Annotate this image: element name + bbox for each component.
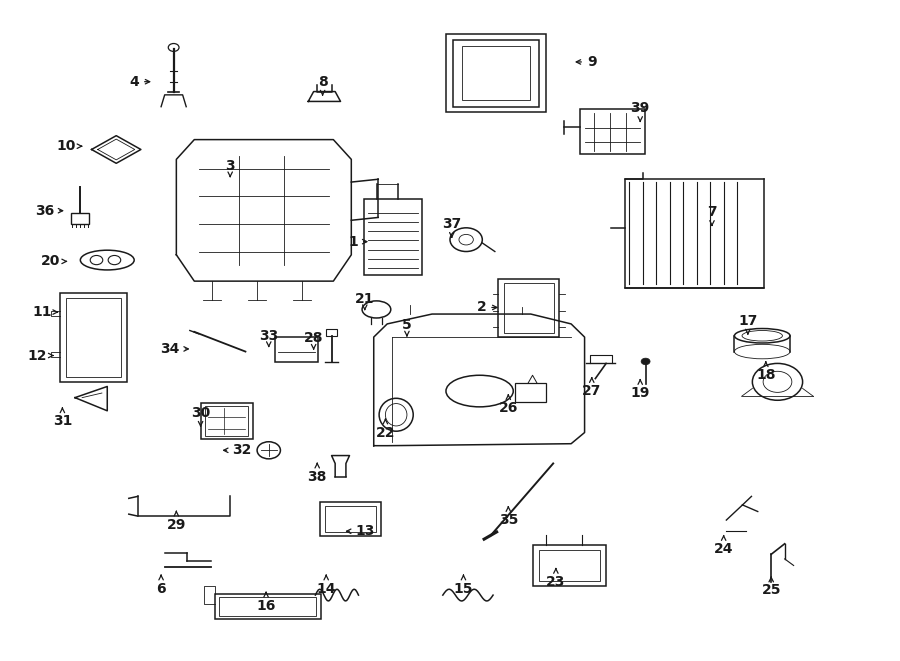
Text: 35: 35: [499, 507, 518, 527]
Text: 25: 25: [761, 577, 781, 598]
Text: 39: 39: [631, 101, 650, 121]
Bar: [533, 545, 606, 586]
Bar: [515, 383, 546, 402]
Text: 31: 31: [53, 408, 72, 428]
Bar: [71, 213, 89, 224]
Text: 14: 14: [317, 575, 336, 596]
Text: 24: 24: [714, 536, 734, 556]
Circle shape: [641, 358, 650, 365]
Bar: [325, 506, 375, 532]
Text: 26: 26: [499, 395, 518, 415]
Text: 4: 4: [130, 75, 149, 89]
Bar: [326, 329, 337, 336]
Bar: [580, 109, 644, 154]
Text: 7: 7: [707, 205, 716, 225]
Text: 6: 6: [157, 575, 166, 596]
Text: 1: 1: [348, 235, 367, 249]
Bar: [453, 40, 539, 106]
Bar: [320, 502, 381, 536]
Text: 32: 32: [223, 444, 251, 457]
Text: 37: 37: [442, 217, 462, 237]
Text: 18: 18: [756, 362, 776, 382]
Text: 22: 22: [375, 419, 395, 440]
Text: 19: 19: [631, 380, 650, 400]
Bar: [205, 407, 248, 436]
Text: 3: 3: [225, 159, 235, 176]
Bar: [462, 46, 530, 100]
Bar: [215, 594, 320, 619]
Text: 29: 29: [166, 512, 186, 531]
Text: 27: 27: [582, 378, 601, 398]
Text: 8: 8: [318, 75, 328, 95]
Text: 5: 5: [402, 318, 412, 336]
Bar: [539, 550, 599, 581]
Bar: [201, 403, 253, 439]
Text: 12: 12: [28, 348, 53, 362]
Text: 16: 16: [256, 592, 275, 613]
Text: 9: 9: [576, 55, 597, 69]
Text: 10: 10: [57, 139, 82, 153]
Text: 2: 2: [476, 301, 497, 315]
Text: 11: 11: [32, 305, 58, 319]
Text: 36: 36: [35, 204, 63, 217]
Text: 33: 33: [259, 329, 278, 346]
Bar: [446, 34, 546, 112]
Text: 28: 28: [304, 331, 323, 349]
Text: 38: 38: [308, 463, 327, 484]
Text: 15: 15: [454, 575, 473, 596]
Bar: [59, 293, 127, 382]
Bar: [220, 597, 316, 615]
Text: 21: 21: [355, 292, 374, 309]
Bar: [66, 297, 121, 377]
Text: 30: 30: [191, 406, 211, 426]
Bar: [275, 337, 318, 362]
Text: 34: 34: [160, 342, 188, 356]
Text: 23: 23: [546, 568, 565, 589]
Text: 13: 13: [346, 524, 374, 538]
Text: 17: 17: [738, 313, 758, 334]
Bar: [499, 279, 560, 337]
Text: 20: 20: [41, 254, 67, 268]
Bar: [364, 199, 422, 274]
Bar: [504, 283, 554, 333]
